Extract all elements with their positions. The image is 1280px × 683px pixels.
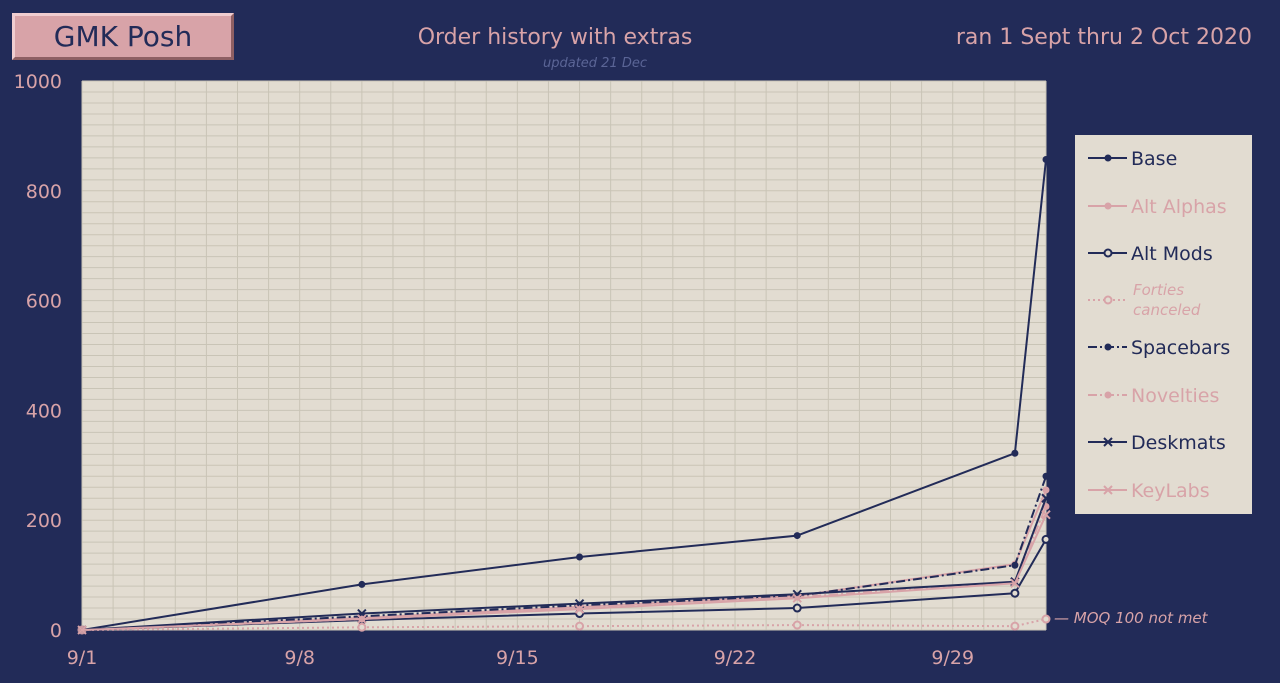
y-tick-label: 400 (26, 400, 62, 422)
legend-label: Alt Mods (1131, 243, 1213, 265)
series-line-base (81, 159, 1047, 631)
series-line-deskmats (81, 497, 1047, 631)
y-tick-label: 600 (26, 291, 62, 313)
legend-swatch-marker (1104, 202, 1112, 210)
data-point (1041, 510, 1051, 520)
series-line-forties-canceled (81, 618, 1047, 631)
data-point (1010, 578, 1020, 589)
x-tick-label: 9/22 (714, 647, 757, 669)
legend-box (1075, 135, 1252, 514)
data-point (1010, 588, 1020, 598)
x-tick-label: 9/29 (931, 647, 974, 669)
legend-label: Novelties (1131, 385, 1219, 407)
data-point (357, 614, 367, 624)
data-point (1041, 534, 1051, 544)
legend-label: Spacebars (1131, 337, 1230, 359)
data-point (1011, 561, 1019, 569)
data-point (358, 580, 366, 588)
data-point (357, 622, 367, 632)
chart-badge: GMK Posh (12, 13, 234, 60)
data-point (1042, 156, 1050, 164)
y-tick-label: 1000 (14, 71, 62, 93)
legend-swatch-marker (1103, 485, 1113, 495)
legend-swatch-marker (1104, 391, 1112, 399)
data-point (792, 589, 802, 600)
legend-label: Alt Alphas (1131, 196, 1227, 218)
data-point (1010, 621, 1020, 631)
legend-label: Base (1131, 148, 1177, 170)
legend-swatch-marker (1103, 295, 1113, 305)
moq-annotation: — MOQ 100 not met (1054, 609, 1209, 627)
legend-swatch-marker (1103, 437, 1113, 447)
y-tick-label: 200 (26, 510, 62, 532)
series-line-keylabs (81, 514, 1047, 631)
legend-label: Forties (1133, 281, 1184, 299)
data-point (792, 620, 802, 630)
data-point (574, 604, 585, 614)
series-line-spacebars (81, 475, 1047, 631)
legend-label: canceled (1133, 301, 1201, 319)
legend-swatch-marker (1103, 248, 1113, 258)
data-point (576, 553, 584, 561)
chart-subtitle: updated 21 Dec (542, 56, 648, 71)
data-point (1042, 472, 1050, 480)
data-point (792, 593, 802, 603)
data-point (575, 621, 585, 631)
x-tick-label: 9/15 (496, 647, 539, 669)
legend-label: Deskmats (1131, 432, 1226, 454)
data-point (792, 603, 802, 613)
data-point (793, 532, 801, 540)
y-tick-label: 0 (50, 620, 62, 642)
legend-label: KeyLabs (1131, 480, 1210, 502)
legend-swatch-marker (1104, 343, 1112, 351)
chart-title: Order history with extras (417, 25, 693, 50)
data-point (1011, 449, 1019, 457)
data-point (77, 625, 87, 635)
legend-swatch-marker (1104, 154, 1112, 162)
data-point (1041, 614, 1051, 624)
x-tick-label: 9/1 (67, 647, 98, 669)
x-tick-label: 9/8 (284, 647, 315, 669)
y-tick-label: 800 (26, 181, 62, 203)
data-point (1041, 493, 1051, 503)
date-range-label: ran 1 Sept thru 2 Oct 2020 (955, 25, 1252, 50)
data-point (1042, 486, 1050, 494)
